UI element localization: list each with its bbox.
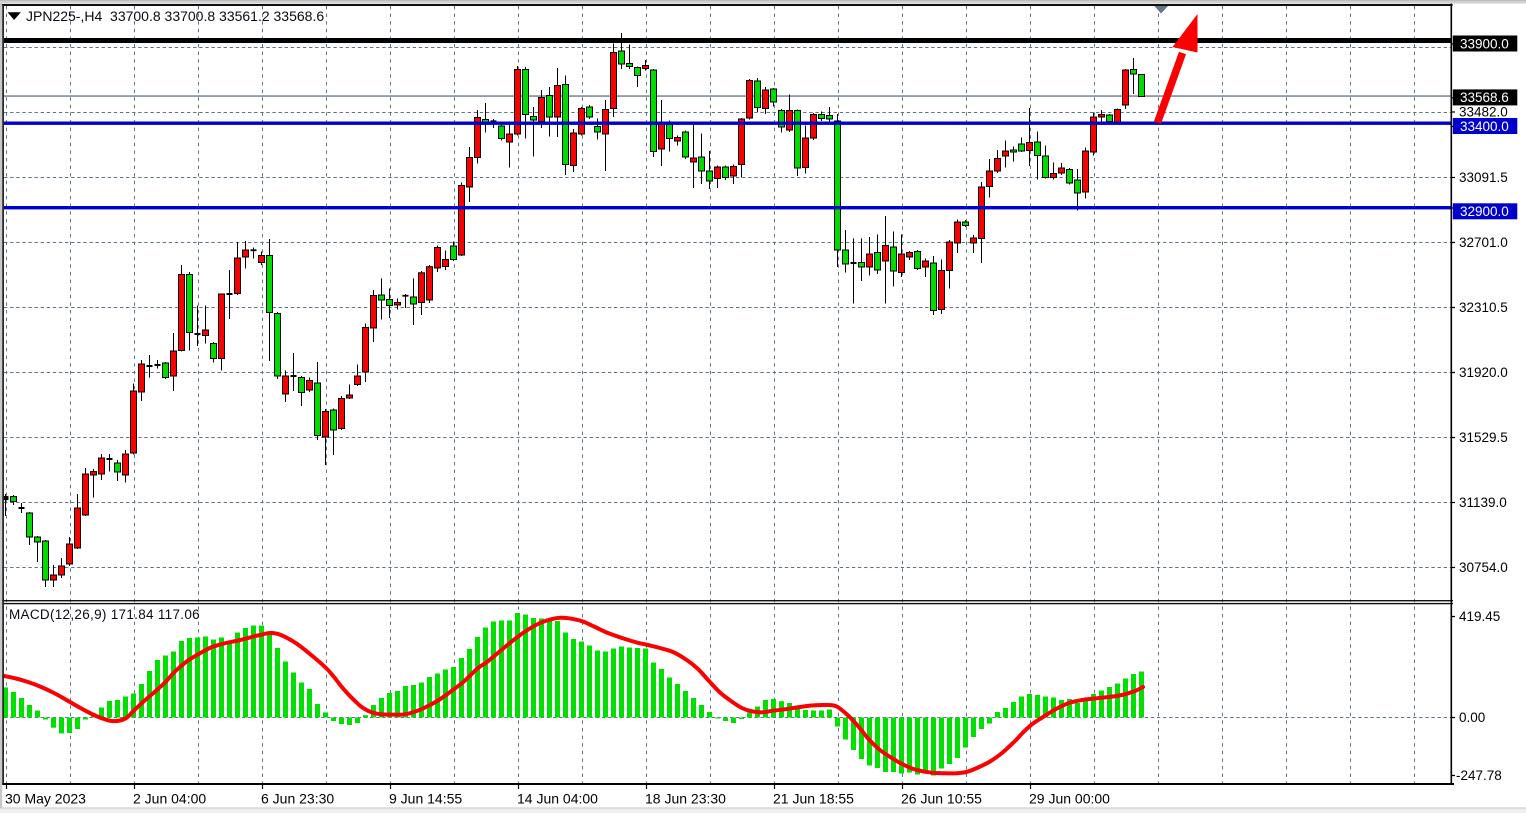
svg-text:18 Jun 23:30: 18 Jun 23:30 bbox=[645, 791, 726, 807]
svg-text:14 Jun 04:00: 14 Jun 04:00 bbox=[517, 791, 598, 807]
svg-text:31139.0: 31139.0 bbox=[1459, 495, 1507, 510]
svg-text:0.00: 0.00 bbox=[1459, 710, 1485, 725]
svg-text:32310.5: 32310.5 bbox=[1459, 300, 1508, 315]
svg-text:2 Jun 04:00: 2 Jun 04:00 bbox=[133, 791, 206, 807]
svg-text:32900.0: 32900.0 bbox=[1460, 204, 1509, 219]
svg-text:30754.0: 30754.0 bbox=[1459, 560, 1508, 575]
svg-text:6 Jun 23:30: 6 Jun 23:30 bbox=[261, 791, 334, 807]
svg-text:31529.5: 31529.5 bbox=[1459, 430, 1508, 445]
svg-text:33900.0: 33900.0 bbox=[1460, 36, 1509, 51]
svg-text:32701.0: 32701.0 bbox=[1459, 235, 1508, 250]
svg-text:9 Jun 14:55: 9 Jun 14:55 bbox=[389, 791, 462, 807]
svg-text:-247.78: -247.78 bbox=[1456, 768, 1502, 783]
svg-text:21 Jun 18:55: 21 Jun 18:55 bbox=[773, 791, 854, 807]
svg-text:MACD(12,26,9) 171.84 117.06: MACD(12,26,9) 171.84 117.06 bbox=[9, 607, 200, 622]
svg-text:33482.0: 33482.0 bbox=[1459, 104, 1508, 119]
svg-text:33400.0: 33400.0 bbox=[1460, 119, 1509, 134]
svg-text:JPN225-,H4 33700.8 33700.8 33: JPN225-,H4 33700.8 33700.8 33561.2 33568… bbox=[26, 8, 324, 24]
svg-text:30 May 2023: 30 May 2023 bbox=[5, 791, 86, 807]
svg-text:419.45: 419.45 bbox=[1459, 609, 1500, 624]
svg-text:29 Jun 00:00: 29 Jun 00:00 bbox=[1029, 791, 1110, 807]
svg-text:31920.0: 31920.0 bbox=[1459, 365, 1508, 380]
svg-text:33568.6: 33568.6 bbox=[1460, 90, 1509, 105]
svg-text:26 Jun 10:55: 26 Jun 10:55 bbox=[901, 791, 982, 807]
svg-text:33091.5: 33091.5 bbox=[1459, 170, 1508, 185]
